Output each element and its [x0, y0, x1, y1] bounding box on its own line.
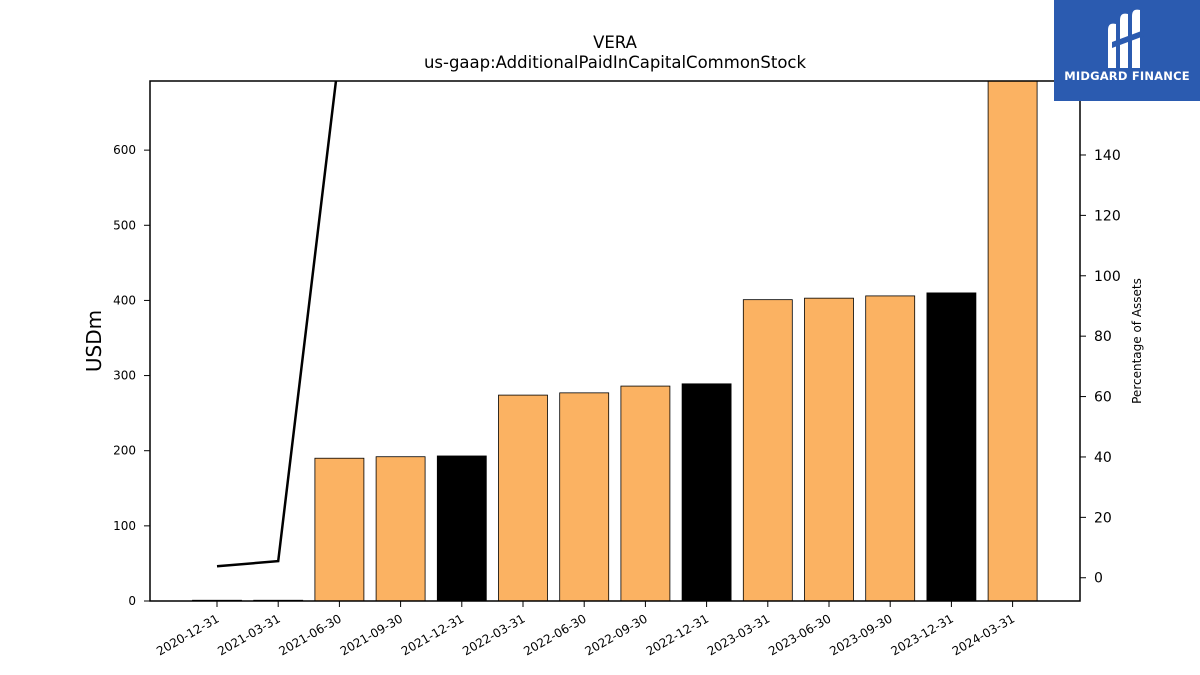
y-right-tick-label: 40: [1094, 450, 1112, 466]
x-tick-label: 2023-09-30: [827, 611, 894, 658]
bars-layer: [192, 81, 1038, 601]
line-layer: [216, 81, 338, 568]
x-tick-label: 2023-06-30: [766, 611, 833, 658]
y-tick-label: 600: [113, 143, 136, 157]
chart-subtitle: us-gaap:AdditionalPaidInCapitalCommonSto…: [424, 53, 807, 72]
bar: [498, 394, 548, 601]
bar: [436, 455, 487, 601]
bar: [314, 457, 365, 601]
x-tick-label: 2021-03-31: [215, 611, 282, 658]
logo-mark-icon: [1108, 9, 1144, 68]
plot-frame: [149, 80, 1081, 602]
y-tick-label: 200: [113, 444, 136, 458]
bar: [559, 392, 610, 601]
y-right-tick-label: 60: [1094, 390, 1112, 406]
y-axis-right-label: Percentage of Assets: [1130, 278, 1144, 404]
series-line: [216, 81, 338, 568]
x-tick-label: 2020-12-31: [154, 611, 221, 658]
x-tick-label: 2022-12-31: [644, 611, 711, 658]
y-right-tick-label: 100: [1094, 269, 1121, 285]
y-axis-right: 0 20 40 60 80 100 120 140: [1080, 148, 1121, 587]
y-tick-label: 300: [113, 369, 136, 383]
bar: [865, 295, 916, 601]
bar: [987, 81, 1038, 601]
bar: [681, 383, 732, 601]
brand-logo: MIDGARD FINANCE: [1054, 0, 1200, 101]
x-tick-label: 2023-03-31: [705, 611, 772, 658]
y-tick-label: 500: [113, 218, 136, 232]
x-tick-label: 2021-09-30: [338, 611, 405, 658]
bar: [620, 385, 671, 601]
logo-text: MIDGARD FINANCE: [1064, 69, 1190, 83]
x-tick-label: 2022-06-30: [521, 611, 588, 658]
x-tick-label: 2021-12-31: [399, 611, 466, 658]
y-axis-left: 0 100 200 300 400 500 600: [113, 143, 150, 608]
y-axis-label: USDm: [82, 310, 106, 372]
y-right-tick-label: 80: [1094, 329, 1112, 345]
y-right-tick-label: 140: [1094, 148, 1121, 164]
bar: [375, 456, 426, 601]
x-axis: 2020-12-312021-03-312021-06-302021-09-30…: [154, 601, 1017, 658]
y-tick-label: 400: [113, 293, 136, 307]
x-tick-label: 2023-12-31: [888, 611, 955, 658]
y-right-tick-label: 20: [1094, 510, 1112, 526]
bar: [804, 297, 854, 601]
bar: [742, 299, 793, 601]
x-tick-label: 2024-03-31: [950, 611, 1017, 658]
y-tick-label: 100: [113, 519, 136, 533]
x-tick-label: 2022-03-31: [460, 611, 527, 658]
y-right-tick-label: 120: [1094, 208, 1121, 224]
y-tick-label: 0: [128, 594, 136, 608]
x-tick-label: 2021-06-30: [276, 611, 343, 658]
bar: [926, 292, 977, 601]
chart-title: VERA: [593, 33, 638, 52]
x-tick-label: 2022-09-30: [582, 611, 649, 658]
y-right-tick-label: 0: [1094, 571, 1103, 587]
